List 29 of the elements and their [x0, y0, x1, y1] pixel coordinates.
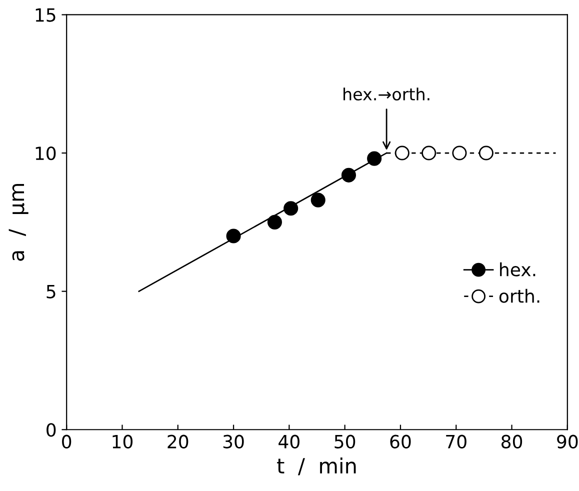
legend-label: orth.: [499, 288, 540, 303]
point: [267, 214, 282, 230]
point: [341, 168, 356, 182]
legend-label: hex.: [500, 262, 536, 276]
x-tick-label: 40: [278, 434, 300, 448]
annotation: hex.→orth.: [344, 88, 430, 100]
point: [226, 228, 241, 244]
y-tick-label: 15: [36, 8, 56, 22]
x-tick-label: 60: [390, 434, 411, 448]
x-tick-label: 80: [502, 434, 522, 448]
x-tick-label: 30: [223, 434, 244, 448]
point: [422, 146, 436, 160]
y-tick-label: 5: [46, 285, 56, 298]
x-tick-label: 90: [557, 434, 578, 448]
y-tick-label: 0: [46, 423, 56, 437]
x-tick-label: 0: [62, 434, 72, 448]
x-tick-label: 70: [446, 434, 466, 448]
point: [284, 201, 298, 216]
x-axis-title: t / min: [277, 458, 356, 476]
point: [452, 146, 467, 160]
point: [310, 192, 326, 208]
point: [367, 151, 382, 166]
x-tick-label: 50: [334, 434, 356, 448]
x-tick-label: 10: [112, 434, 133, 448]
point: [394, 146, 410, 160]
y-tick-label: 10: [36, 146, 56, 160]
point: [478, 146, 494, 160]
x-tick-label: 20: [168, 434, 188, 448]
y-axis-title: a / μm: [8, 184, 28, 261]
